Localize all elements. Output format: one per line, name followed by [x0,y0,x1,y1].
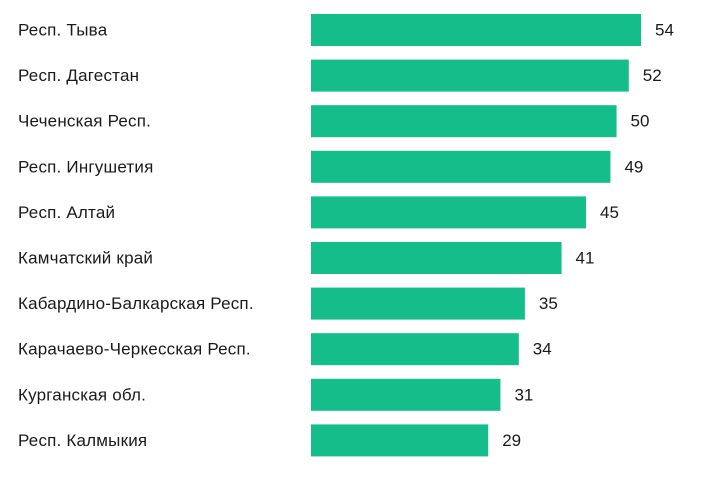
data-label: 54 [655,21,674,40]
category-label: Респ. Тыва [18,21,108,40]
data-label: 50 [631,112,650,131]
bar [311,378,501,411]
category-label: Курганская обл. [18,385,146,404]
category-label: Кабардино-Балкарская Респ. [18,294,254,313]
data-label: 49 [624,157,643,176]
category-label: Респ. Алтай [18,203,115,222]
bar [311,196,586,229]
category-label: Карачаево-Черкесская Респ. [18,340,251,359]
data-label: 34 [533,340,552,359]
data-label: 52 [643,66,662,85]
data-label: 41 [576,249,595,268]
bar [311,105,617,138]
bar [311,242,562,274]
category-label: Респ. Калмыкия [18,431,147,450]
category-label: Камчатский край [18,249,153,268]
bar [311,424,489,457]
bar [311,14,641,46]
data-label: 45 [600,203,619,222]
bar [311,333,519,366]
category-label: Респ. Дагестан [18,66,139,85]
bar [311,287,525,320]
bar [311,59,629,92]
data-label: 29 [502,431,521,450]
data-label: 35 [539,294,558,313]
category-label: Чеченская Респ. [18,112,151,131]
data-label: 31 [514,385,533,404]
category-label: Респ. Ингушетия [18,157,154,176]
bar [311,150,611,183]
